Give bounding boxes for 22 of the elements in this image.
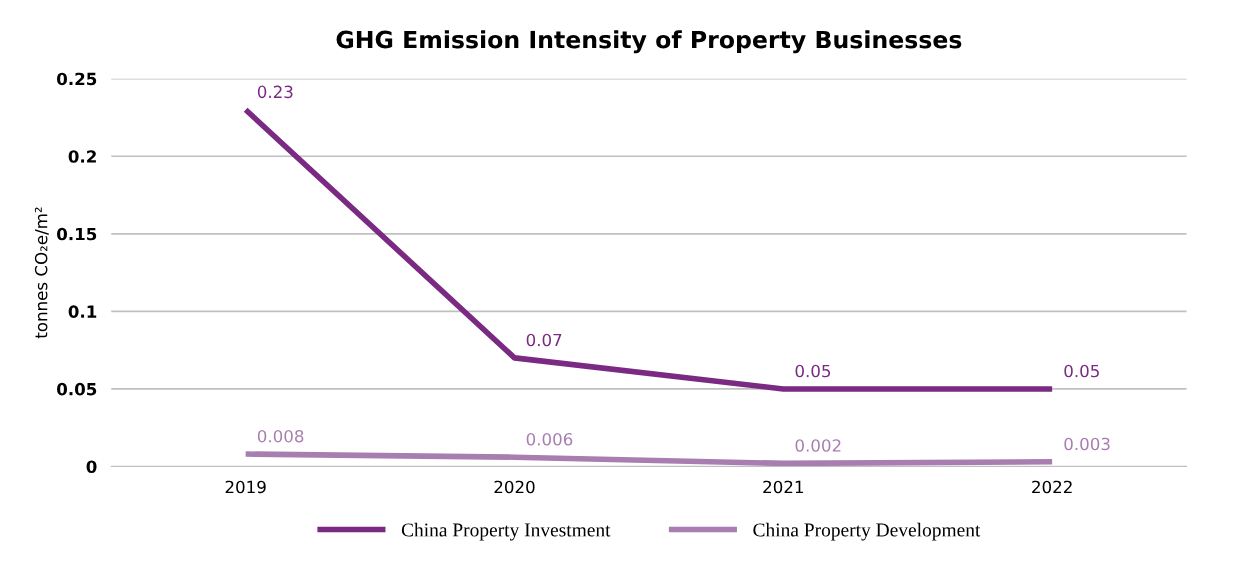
y-tick-label: 0.25: [57, 72, 97, 86]
data-label: 0.006: [526, 432, 573, 446]
data-label: 0.23: [257, 85, 293, 99]
y-tick-label: 0: [86, 460, 97, 474]
y-tick-label: 0.15: [57, 227, 97, 241]
data-label: 0.003: [1064, 437, 1110, 451]
legend-label: China Property Investment: [401, 522, 611, 541]
y-tick-label: 0.2: [68, 150, 96, 163]
x-tick-label: 2021: [763, 480, 803, 494]
data-label: 0.05: [1064, 364, 1099, 378]
x-tick-label: 2022: [1032, 480, 1072, 494]
legend-label: China Property Development: [753, 522, 981, 541]
y-axis-title: tonnes CO₂e/m²: [34, 207, 49, 339]
data-label: 0.07: [526, 333, 562, 347]
x-tick-label: 2019: [225, 480, 266, 494]
x-tick-label: 2020: [494, 480, 535, 494]
chart-title: GHG Emission Intensity of Property Businesses: [336, 30, 962, 54]
y-tick-label: 0.05: [57, 382, 97, 396]
data-label: 0.05: [795, 364, 831, 378]
data-label: 0.008: [257, 429, 304, 443]
y-tick-label: 0.1: [68, 305, 97, 318]
data-label: 0.002: [795, 439, 841, 452]
